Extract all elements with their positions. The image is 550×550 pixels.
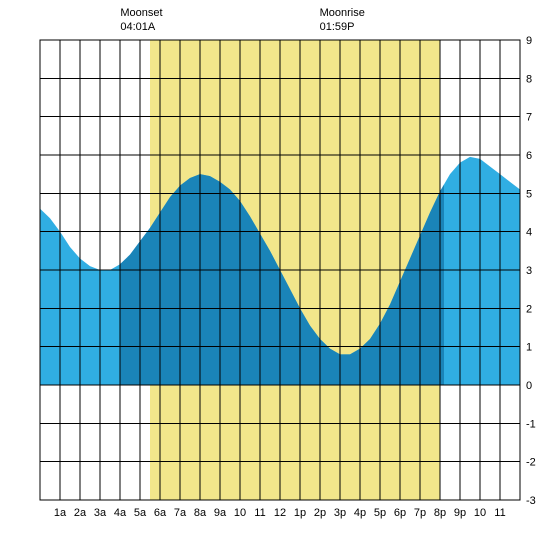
x-tick-label: 1a [54, 507, 67, 519]
x-tick-label: 11 [254, 507, 265, 519]
x-tick-label: 2a [74, 507, 87, 519]
y-tick-label: 1 [526, 342, 532, 354]
x-tick-label: 9a [214, 507, 227, 519]
y-tick-label: 3 [526, 265, 532, 277]
y-tick-label: 2 [526, 303, 532, 315]
x-tick-label: 8p [434, 507, 446, 519]
x-tick-label: 1p [294, 507, 306, 519]
y-tick-label: 6 [526, 150, 532, 162]
y-tick-label: 5 [526, 188, 532, 200]
y-tick-label: -2 [526, 457, 536, 469]
tide-chart: -3-2-101234567891a2a3a4a5a6a7a8a9a101112… [0, 0, 550, 550]
y-tick-label: 4 [526, 227, 532, 239]
x-tick-label: 2p [314, 507, 326, 519]
y-tick-label: 9 [526, 35, 532, 47]
x-tick-label: 8a [194, 507, 207, 519]
y-tick-label: -3 [526, 495, 536, 507]
y-tick-label: 7 [526, 112, 532, 124]
moonrise-time: 01:59P [320, 21, 355, 33]
x-tick-label: 7p [414, 507, 426, 519]
x-tick-label: 4p [354, 507, 366, 519]
x-tick-label: 3a [94, 507, 107, 519]
y-tick-label: 8 [526, 73, 532, 85]
y-tick-label: -1 [526, 418, 536, 430]
x-tick-label: 3p [334, 507, 346, 519]
x-tick-label: 7a [174, 507, 187, 519]
x-tick-label: 10 [234, 507, 246, 519]
moonset-title: Moonset [120, 7, 162, 19]
y-tick-label: 0 [526, 380, 532, 392]
x-tick-label: 5p [374, 507, 386, 519]
moonset-time: 04:01A [120, 21, 156, 33]
x-tick-label: 5a [134, 507, 147, 519]
moonrise-title: Moonrise [320, 7, 365, 19]
x-tick-label: 6p [394, 507, 406, 519]
x-tick-label: 10 [474, 507, 486, 519]
chart-svg: -3-2-101234567891a2a3a4a5a6a7a8a9a101112… [0, 0, 550, 550]
x-tick-label: 11 [494, 507, 505, 519]
x-tick-label: 4a [114, 507, 127, 519]
x-tick-label: 9p [454, 507, 466, 519]
x-tick-label: 12 [274, 507, 286, 519]
x-tick-label: 6a [154, 507, 167, 519]
